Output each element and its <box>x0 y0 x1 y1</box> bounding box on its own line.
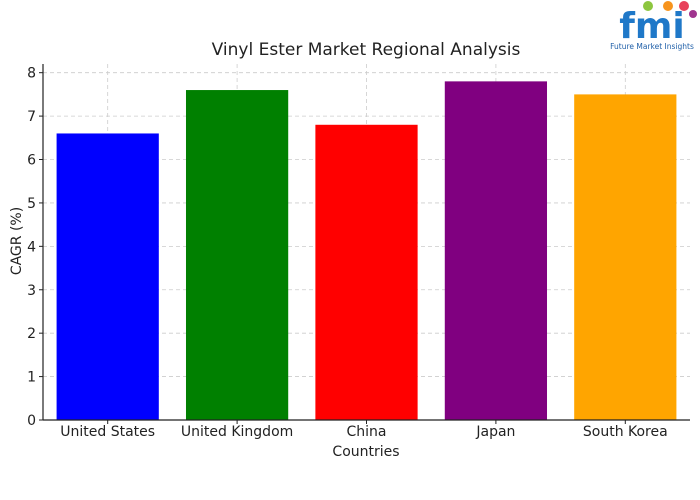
logo-dot-orange <box>663 1 673 11</box>
y-tick-label: 2 <box>27 326 36 342</box>
y-axis-label: CAGR (%) <box>9 207 25 275</box>
x-tick-label: South Korea <box>583 424 668 440</box>
bars <box>56 81 677 421</box>
y-tick-label: 4 <box>27 239 36 255</box>
x-tick-label: United States <box>60 424 155 440</box>
logo-dot-green <box>643 1 653 11</box>
y-tick-label: 6 <box>27 153 36 169</box>
bar-china <box>315 124 418 420</box>
logo-mark: fmi <box>619 6 685 47</box>
y-tick-label: 1 <box>27 370 36 386</box>
y-tick-label: 8 <box>27 66 36 82</box>
logo-dot-purple <box>689 10 697 18</box>
bar-united-states <box>56 133 159 420</box>
x-tick-labels: United States United Kingdom China Japan Sou… <box>60 420 668 440</box>
chart-title: Vinyl Ester Market Regional Analysis <box>212 40 521 60</box>
y-tick-label: 7 <box>27 109 36 125</box>
fmi-logo: fmi Future Market Insights <box>610 1 697 51</box>
y-tick-label: 5 <box>27 196 36 212</box>
y-tick-label: 0 <box>27 413 36 429</box>
bar-united-kingdom <box>185 90 289 421</box>
logo-tagline: Future Market Insights <box>610 42 694 51</box>
bar-south-korea <box>574 94 677 420</box>
bar-japan <box>444 81 548 421</box>
y-tick-label: 3 <box>27 283 36 299</box>
x-axis-label: Countries <box>332 444 399 460</box>
x-tick-label: Japan <box>475 424 515 440</box>
y-tick-labels: 0 1 2 3 4 5 6 7 8 <box>27 66 43 429</box>
x-tick-label: United Kingdom <box>181 424 293 440</box>
logo-dot-pink <box>679 1 689 11</box>
x-tick-label: China <box>347 424 387 440</box>
